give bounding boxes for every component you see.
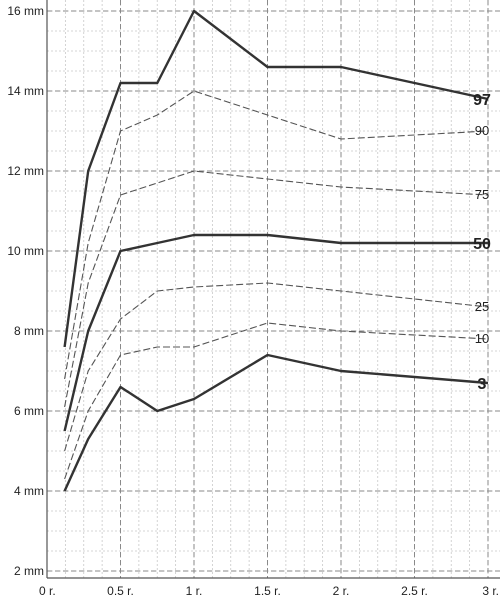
y-tick-label: 12 mm (7, 164, 44, 178)
percentile-label-25: 25 (475, 299, 489, 314)
series-line-p25 (64, 282, 489, 452)
y-tick-labels: 2 mm 4 mm 6 mm 8 mm 10 mm 12 mm 14 mm 16 mm (7, 4, 44, 578)
x-tick-label: 2 r. (333, 584, 350, 598)
y-tick-label: 2 mm (14, 564, 44, 578)
y-tick-label: 8 mm (14, 324, 44, 338)
series-line-p50 (63, 233, 488, 432)
series-lines (63, 9, 489, 492)
x-tick-labels: 0 r. 0.5 r. 1 r. 1.5 r. 2 r. 2.5 r. 3 r. (39, 584, 499, 598)
percentile-label-90: 90 (475, 123, 489, 138)
y-tick-label: 14 mm (7, 84, 44, 98)
y-tick-label: 10 mm (7, 244, 44, 258)
series-line-p10 (64, 322, 489, 480)
y-tick-label: 16 mm (7, 4, 44, 18)
percentile-label-97: 97 (473, 92, 491, 109)
series-line-p3 (63, 353, 489, 492)
series-line-p97 (63, 9, 489, 348)
series-line-p90 (64, 90, 489, 380)
y-tick-label: 6 mm (14, 404, 44, 418)
plot-area (47, 0, 500, 578)
x-tick-label: 1 r. (186, 584, 203, 598)
x-tick-label: 3 r. (482, 584, 499, 598)
percentile-label-3: 3 (478, 376, 487, 393)
percentile-labels: 97 90 75 50 25 10 3 (473, 92, 491, 393)
percentile-label-50: 50 (473, 236, 491, 253)
axes (46, 0, 500, 579)
series-line-p75 (64, 170, 489, 408)
x-tick-label: 1.5 r. (254, 584, 281, 598)
x-tick-label: 0 r. (39, 584, 56, 598)
y-tick-label: 4 mm (14, 484, 44, 498)
percentile-label-10: 10 (475, 331, 489, 346)
percentile-label-75: 75 (475, 187, 489, 202)
x-tick-label: 2.5 r. (401, 584, 428, 598)
x-tick-label: 0.5 r. (107, 584, 134, 598)
